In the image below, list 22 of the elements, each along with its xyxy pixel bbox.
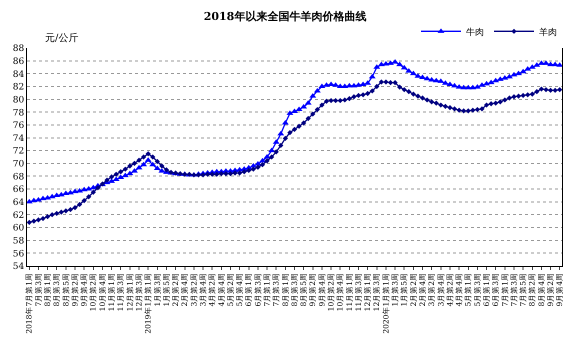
y-tick-label: 70: [12, 160, 24, 170]
y-tick-label: 54: [12, 262, 24, 272]
chart-title: 2018年以来全国牛羊肉价格曲线: [204, 10, 366, 23]
y-tick-label: 72: [12, 146, 24, 157]
y-tick-label: 58: [12, 236, 24, 246]
y-tick-label: 84: [12, 70, 24, 80]
y-tick-label: 88: [12, 44, 24, 54]
y-tick-label: 60: [12, 224, 24, 234]
y-axis-title: 元/公斤: [45, 32, 78, 44]
legend-label: 羊肉: [539, 26, 557, 38]
y-tick-label: 82: [12, 82, 24, 93]
y-tick-label: 76: [12, 121, 24, 132]
y-tick-label: 86: [12, 56, 24, 67]
y-tick-label: 56: [12, 249, 24, 260]
y-tick-label: 68: [12, 172, 24, 182]
legend-label: 牛肉: [466, 26, 484, 38]
y-tick-label: 62: [12, 210, 24, 221]
y-tick-label: 74: [12, 134, 24, 144]
y-tick-label: 78: [12, 108, 24, 118]
y-tick-label: 66: [12, 185, 24, 196]
y-tick-label: 64: [12, 198, 24, 208]
y-tick-label: 80: [12, 95, 24, 106]
